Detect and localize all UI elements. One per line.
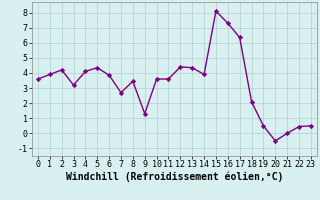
X-axis label: Windchill (Refroidissement éolien,°C): Windchill (Refroidissement éolien,°C) — [66, 172, 283, 182]
